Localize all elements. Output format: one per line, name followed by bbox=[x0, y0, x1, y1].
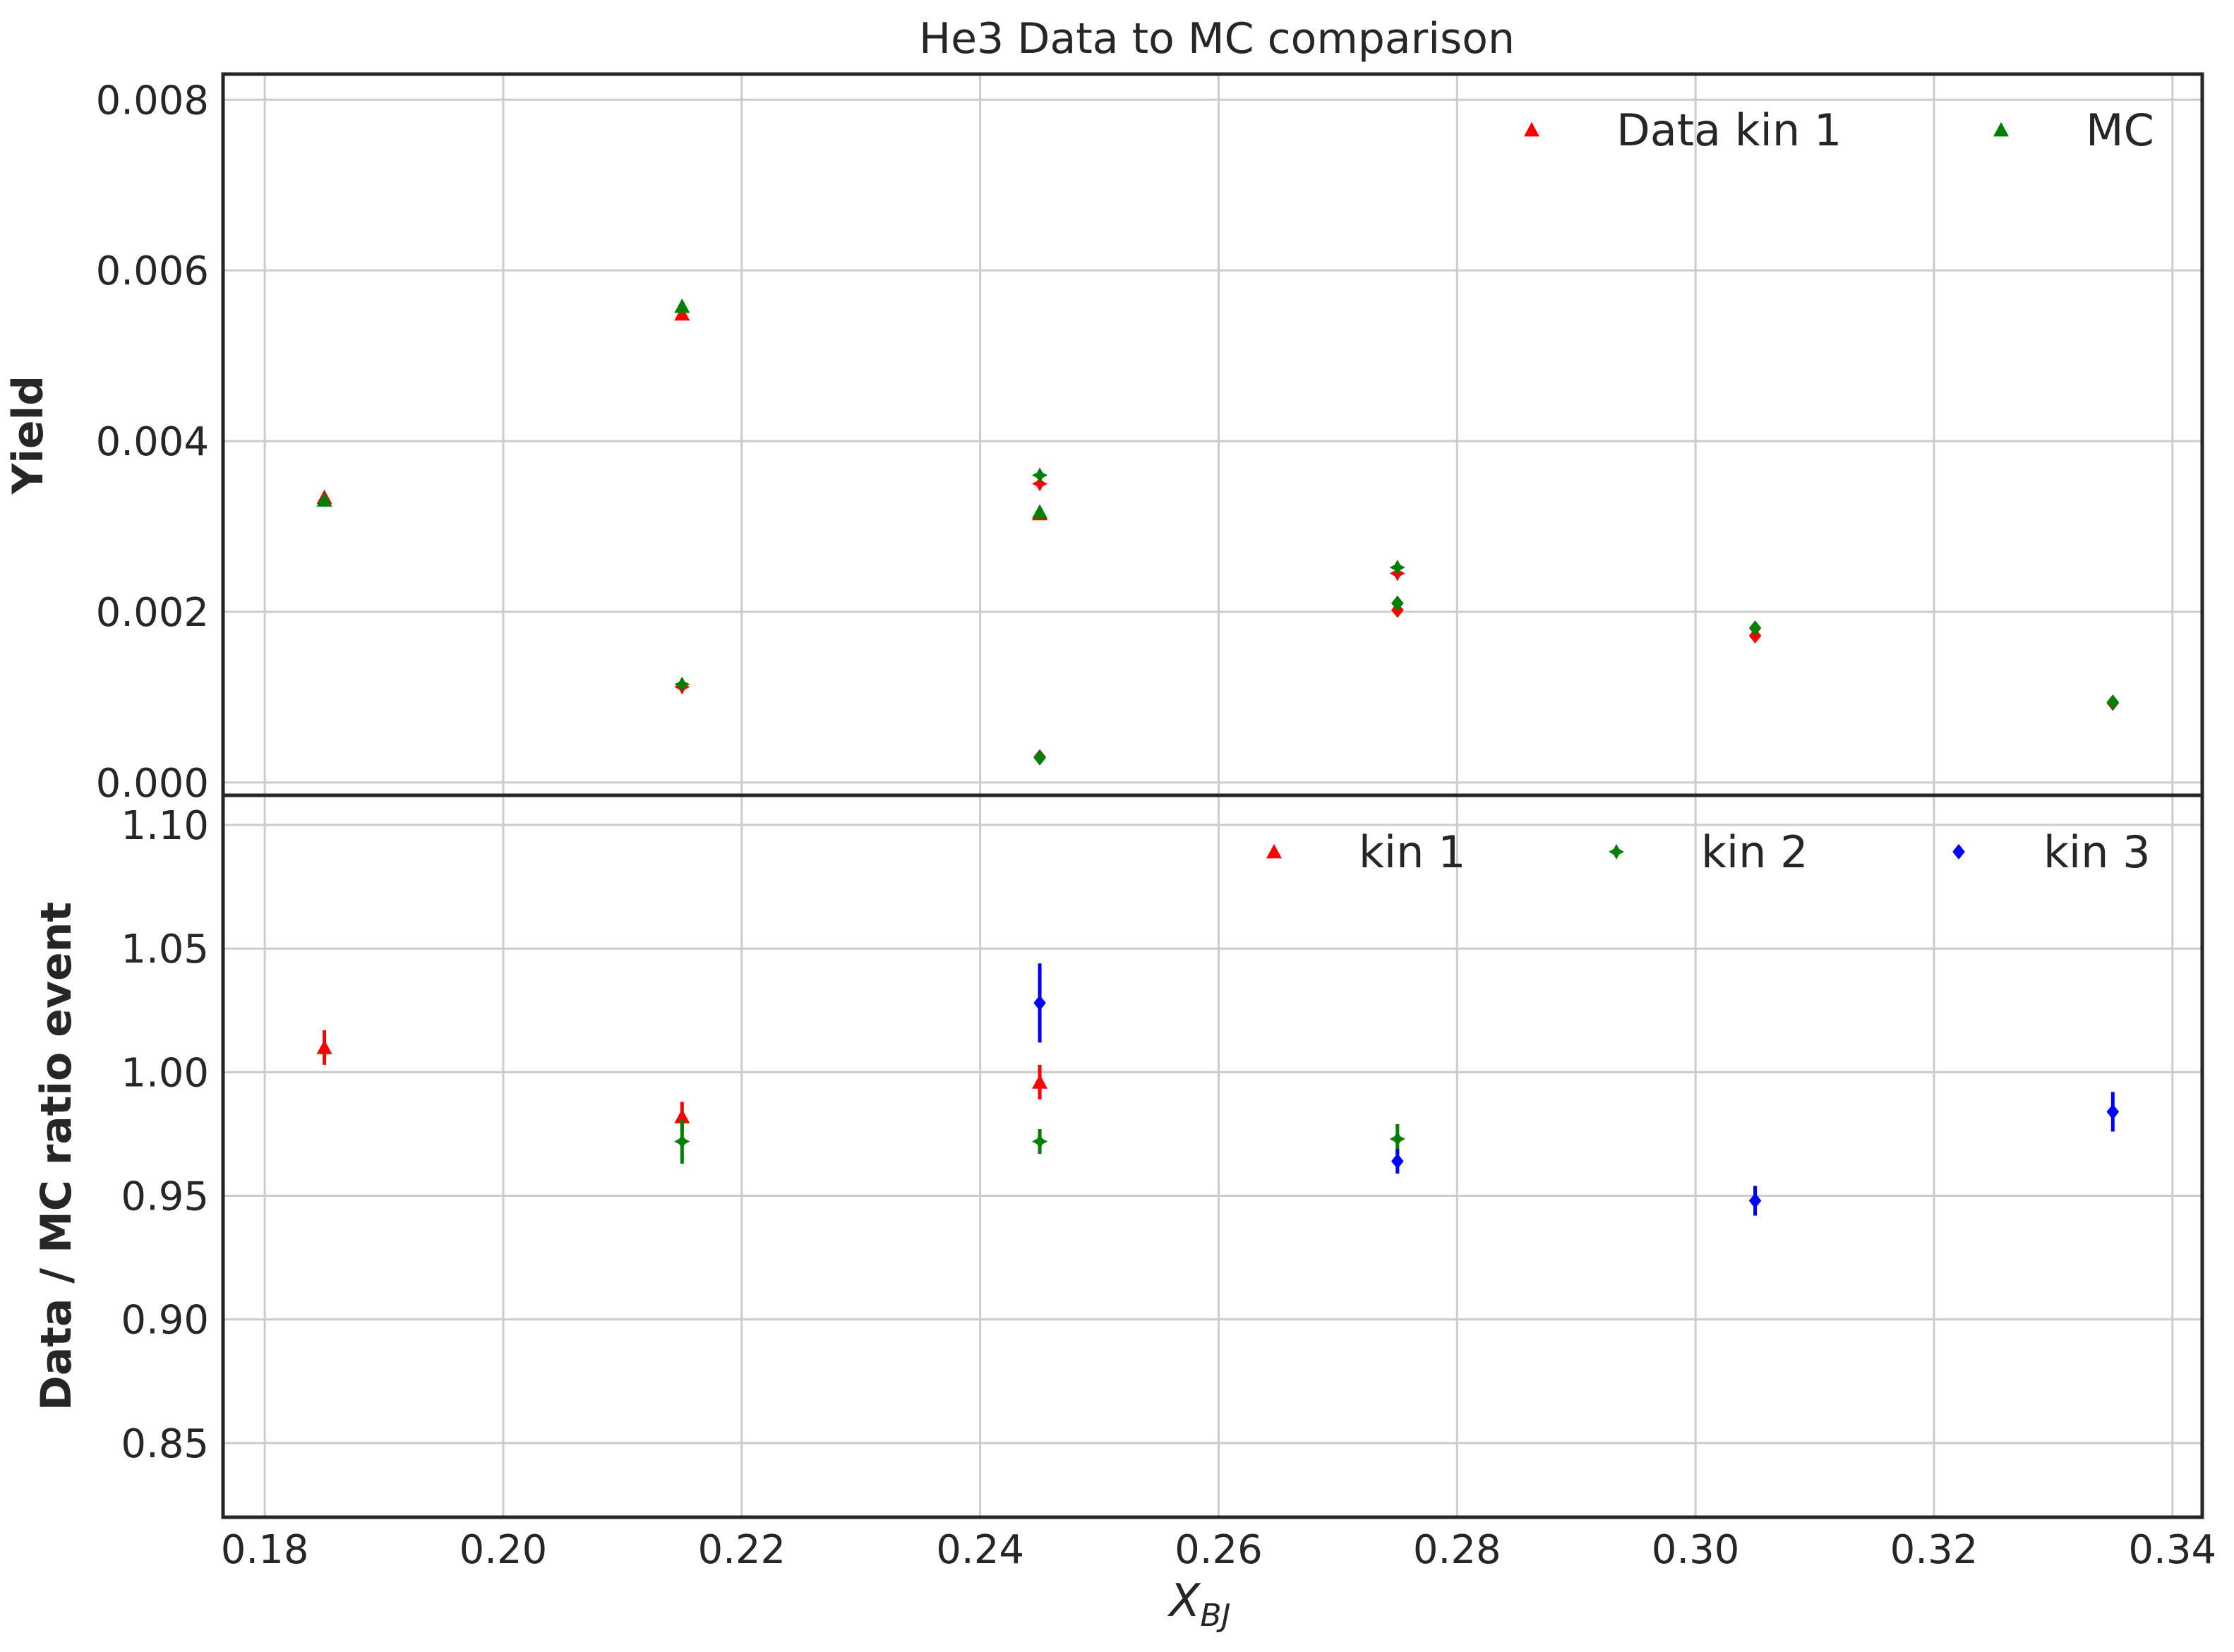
legend-marker bbox=[1952, 844, 1965, 860]
data-point bbox=[674, 1109, 690, 1123]
legend-label: MC bbox=[2086, 104, 2154, 156]
y-tick-label: 0.85 bbox=[121, 1421, 209, 1467]
y-tick-label: 0.006 bbox=[96, 248, 209, 294]
yield-panel: 0.000 0.002 0.004 0.006 0.008 Data kin 1 MC Y… bbox=[4, 72, 2204, 807]
data-point bbox=[1389, 560, 1405, 576]
y-tick-label: 0.002 bbox=[96, 590, 209, 636]
legend-label: kin 1 bbox=[1359, 826, 1466, 878]
data-point bbox=[1032, 1133, 1048, 1150]
x-tick-label: 0.24 bbox=[936, 1527, 1024, 1573]
data-point bbox=[1032, 1074, 1048, 1089]
x-tick-label: 0.28 bbox=[1413, 1527, 1501, 1573]
x-tick-label: 0.18 bbox=[221, 1527, 309, 1573]
data-point bbox=[1033, 995, 1046, 1011]
x-tick-label: 0.30 bbox=[1652, 1527, 1740, 1573]
yield-legend: Data kin 1 MC bbox=[1524, 104, 2154, 156]
ratio-grid bbox=[223, 795, 2202, 1517]
data-point bbox=[1032, 504, 1048, 519]
ratio-frame bbox=[221, 793, 2204, 1519]
data-point bbox=[1033, 749, 1046, 766]
data-point bbox=[1389, 1131, 1405, 1147]
legend-marker bbox=[1609, 844, 1624, 860]
ratio-legend: kin 1 kin 2 kin 3 bbox=[1266, 826, 2151, 878]
data-point bbox=[1032, 467, 1048, 483]
y-tick-label: 1.00 bbox=[121, 1050, 209, 1096]
yield-y-axis-label: Yield bbox=[4, 375, 53, 495]
x-axis-label-main: X bbox=[1167, 1575, 1201, 1627]
y-tick-label: 0.000 bbox=[96, 761, 209, 807]
data-point bbox=[1748, 1193, 1762, 1209]
y-tick-label: 0.008 bbox=[96, 78, 209, 123]
x-tick-label: 0.32 bbox=[1890, 1527, 1978, 1573]
yield-marks bbox=[316, 298, 2120, 766]
chart-title: He3 Data to MC comparison bbox=[919, 14, 1515, 64]
data-point bbox=[1032, 476, 1048, 492]
data-point bbox=[1748, 620, 1762, 636]
ratio-y-ticks: 0.85 0.90 0.95 1.00 1.05 1.10 bbox=[121, 803, 209, 1467]
ratio-panel: 0.85 0.90 0.95 1.00 1.05 1.10 kin 1 kin 2 kin 3… bbox=[32, 793, 2204, 1519]
data-point bbox=[316, 1039, 332, 1054]
y-tick-label: 0.95 bbox=[121, 1174, 209, 1220]
yield-y-ticks: 0.000 0.002 0.004 0.006 0.008 bbox=[96, 78, 209, 807]
yield-grid bbox=[223, 74, 2202, 795]
data-point bbox=[674, 306, 690, 321]
x-axis-label-subscript: BJ bbox=[1200, 1598, 1230, 1634]
data-point bbox=[2106, 694, 2120, 711]
legend-marker bbox=[1524, 122, 1539, 137]
x-tick-label: 0.20 bbox=[460, 1527, 548, 1573]
data-point bbox=[2106, 1104, 2120, 1120]
data-point bbox=[1391, 1153, 1404, 1169]
x-tick-label: 0.22 bbox=[697, 1527, 786, 1573]
data-point bbox=[316, 492, 332, 507]
legend-label: kin 3 bbox=[2043, 826, 2151, 878]
ratio-y-axis-label: Data / MC ratio event bbox=[32, 902, 81, 1411]
x-tick-label: 0.26 bbox=[1175, 1527, 1263, 1573]
y-tick-label: 1.05 bbox=[121, 927, 209, 972]
legend-label: Data kin 1 bbox=[1616, 104, 1842, 156]
data-point bbox=[674, 676, 690, 692]
legend-marker bbox=[1993, 122, 2009, 137]
x-tick-labels: 0.18 0.20 0.22 0.24 0.26 0.28 0.30 0.32 0.34 bbox=[221, 1527, 2216, 1573]
y-tick-label: 1.10 bbox=[121, 803, 209, 849]
x-axis-label: XBJ bbox=[1167, 1575, 1230, 1634]
y-tick-label: 0.90 bbox=[121, 1298, 209, 1344]
data-point bbox=[1391, 595, 1404, 611]
y-tick-label: 0.004 bbox=[96, 419, 209, 465]
ratio-marks bbox=[316, 963, 2120, 1216]
legend-label: kin 2 bbox=[1701, 826, 1808, 878]
data-point bbox=[674, 1133, 690, 1150]
x-tick-label: 0.34 bbox=[2128, 1527, 2216, 1573]
data-point bbox=[674, 298, 690, 313]
legend-marker bbox=[1266, 844, 1282, 859]
